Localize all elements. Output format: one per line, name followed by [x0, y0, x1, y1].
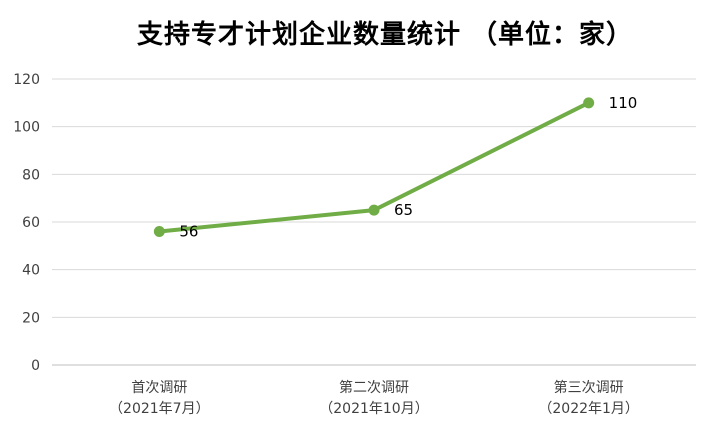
y-tick-label: 120 [13, 72, 40, 88]
data-label: 65 [394, 201, 413, 219]
y-tick-label: 60 [22, 215, 40, 231]
chart-title: 支持专才计划企业数量统计 （单位：家） [136, 20, 634, 50]
x-tick-label: （2021年10月） [319, 401, 428, 417]
y-tick-label: 20 [22, 310, 40, 326]
x-tick-label: 第三次调研 [554, 379, 624, 396]
data-label: 56 [179, 223, 198, 241]
x-tick-label: 首次调研 [131, 380, 187, 396]
data-point [583, 97, 595, 109]
y-tick-label: 0 [31, 358, 40, 374]
data-point [153, 226, 165, 238]
data-point [368, 204, 380, 216]
y-tick-label: 40 [22, 263, 40, 279]
x-tick-label: （2021年7月） [109, 401, 210, 417]
data-label: 110 [609, 94, 638, 112]
x-tick-label: （2022年1月） [538, 401, 639, 417]
y-tick-label: 80 [22, 167, 40, 183]
y-tick-label: 100 [13, 120, 40, 136]
x-tick-label: 第二次调研 [339, 379, 409, 396]
